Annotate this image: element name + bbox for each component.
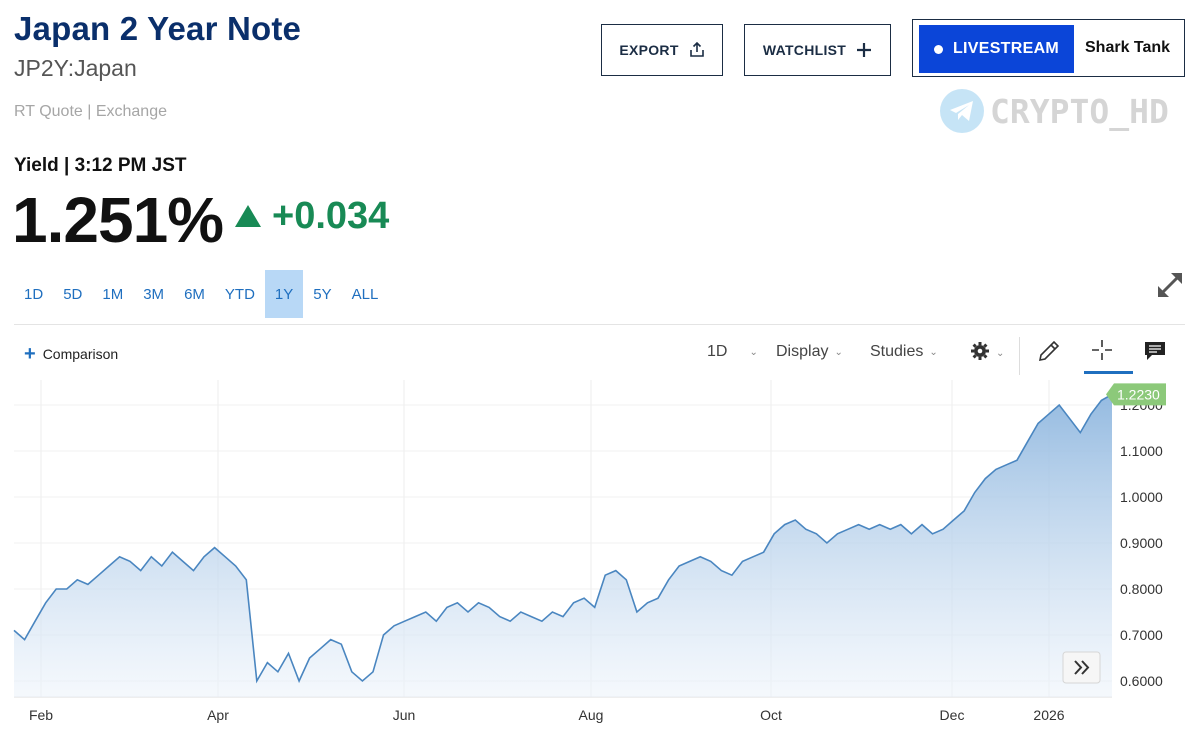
- toolbar-separator: [1019, 337, 1020, 375]
- x-tick-label: Dec: [940, 707, 965, 723]
- plus-icon: [856, 42, 872, 58]
- pencil-icon[interactable]: [1037, 339, 1061, 368]
- yield-chart[interactable]: 0.60000.70000.80000.90001.00001.10001.20…: [0, 375, 1200, 729]
- range-6m[interactable]: 6M: [184, 285, 205, 303]
- range-1y[interactable]: 1Y: [264, 270, 304, 318]
- livestream-button[interactable]: LIVESTREAM: [919, 25, 1074, 73]
- range-5y[interactable]: 5Y: [313, 285, 332, 303]
- interval-dropdown[interactable]: 1D ⌄: [707, 343, 758, 361]
- watchlist-button[interactable]: WATCHLIST: [744, 24, 891, 76]
- change-value: +0.034: [272, 195, 390, 237]
- scroll-right-button[interactable]: [1062, 651, 1101, 684]
- crosshair-icon[interactable]: [1090, 338, 1114, 367]
- yield-time-label: Yield | 3:12 PM JST: [14, 155, 187, 176]
- chevron-down-icon: ⌄: [749, 346, 758, 358]
- upload-icon: [689, 42, 705, 58]
- x-tick-label: Oct: [760, 707, 782, 723]
- watermark: CRYPTO_HD: [940, 87, 1190, 135]
- comparison-label: Comparison: [42, 346, 119, 362]
- symbol-label: JP2Y:Japan: [14, 55, 137, 81]
- interval-label: 1D: [707, 343, 728, 360]
- y-tick-label: 0.8000: [1120, 581, 1163, 597]
- livestream-panel: LIVESTREAM Shark Tank: [912, 19, 1185, 77]
- last-price-tag: 1.2230: [1106, 383, 1166, 406]
- x-tick-label: 2026: [1033, 707, 1064, 723]
- export-label: EXPORT: [619, 42, 679, 58]
- x-tick-label: Apr: [207, 707, 229, 723]
- x-tick-label: Aug: [579, 707, 604, 723]
- comparison-button[interactable]: + Comparison: [24, 343, 119, 365]
- live-dot-icon: [933, 44, 943, 54]
- y-axis: 0.60000.70000.80000.90001.00001.10001.20…: [1120, 397, 1163, 689]
- y-tick-label: 0.6000: [1120, 673, 1163, 689]
- range-all[interactable]: ALL: [351, 285, 379, 303]
- chevron-down-icon: ⌄: [929, 346, 938, 358]
- y-tick-label: 1.0000: [1120, 489, 1163, 505]
- gear-icon: [970, 341, 990, 366]
- last-price-tag-shape: [1106, 383, 1166, 406]
- rt-quote-label: RT Quote | Exchange: [14, 103, 167, 120]
- plus-icon: +: [24, 343, 36, 365]
- x-tick-label: Feb: [29, 707, 53, 723]
- chart-area: [14, 394, 1112, 697]
- studies-dropdown[interactable]: Studies ⌄: [870, 343, 938, 361]
- last-price-tag-label: 1.2230: [1117, 386, 1160, 402]
- y-tick-label: 0.7000: [1120, 627, 1163, 643]
- range-selector: 1D 5D 1M 3M 6M YTD 1Y 5Y ALL: [14, 270, 388, 318]
- up-arrow-icon: [235, 205, 261, 227]
- comment-icon[interactable]: [1143, 340, 1167, 367]
- divider: [14, 324, 1185, 325]
- watermark-text: CRYPTO_HD: [990, 91, 1169, 131]
- watchlist-label: WATCHLIST: [762, 42, 847, 58]
- livestream-label: LIVESTREAM: [952, 40, 1060, 57]
- x-tick-label: Jun: [393, 707, 416, 723]
- range-ytd[interactable]: YTD: [224, 285, 255, 303]
- telegram-icon: [940, 89, 984, 133]
- studies-label: Studies: [870, 343, 924, 360]
- display-dropdown[interactable]: Display ⌄: [776, 343, 843, 361]
- y-tick-label: 0.9000: [1120, 535, 1163, 551]
- expand-icon[interactable]: [1153, 268, 1187, 307]
- range-1d[interactable]: 1D: [24, 285, 44, 303]
- range-1m[interactable]: 1M: [102, 285, 124, 303]
- shark-tank-link[interactable]: Shark Tank: [1085, 39, 1171, 56]
- page-title: Japan 2 Year Note: [14, 10, 302, 47]
- export-button[interactable]: EXPORT: [601, 24, 723, 76]
- chart-line: [13, 393, 1113, 684]
- range-3m[interactable]: 3M: [143, 285, 165, 303]
- double-chevron-right-icon: [1074, 660, 1090, 675]
- settings-dropdown[interactable]: ⌄: [970, 341, 1004, 366]
- chevron-down-icon: ⌄: [834, 346, 843, 358]
- price-value: 1.251%: [12, 184, 224, 256]
- x-axis: Feb Apr Jun Aug Oct Dec 2026: [29, 707, 1065, 723]
- chevron-down-icon: ⌄: [996, 348, 1005, 359]
- y-tick-label: 1.1000: [1120, 443, 1163, 459]
- active-tool-indicator: [1084, 371, 1133, 374]
- display-label: Display: [776, 343, 829, 360]
- range-5d[interactable]: 5D: [63, 285, 83, 303]
